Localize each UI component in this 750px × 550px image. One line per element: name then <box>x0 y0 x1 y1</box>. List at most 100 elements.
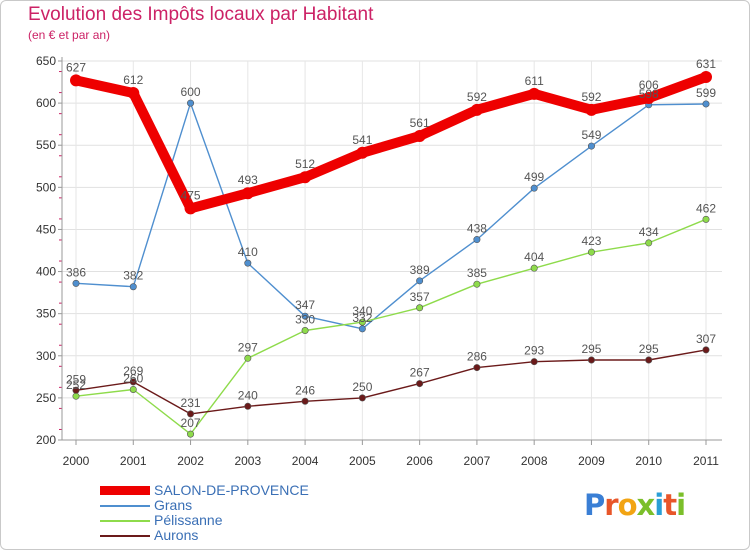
data-point <box>129 283 137 291</box>
proxiti-logo: Proxiti <box>584 488 686 522</box>
data-label: 541 <box>352 133 372 147</box>
data-label: 340 <box>352 304 372 318</box>
data-label: 493 <box>238 173 258 187</box>
y-tick-label: 400 <box>36 265 56 279</box>
y-tick-label: 250 <box>36 391 56 405</box>
data-point <box>413 129 426 142</box>
data-label: 246 <box>295 383 315 397</box>
data-point <box>702 346 710 354</box>
x-tick-label: 2010 <box>635 454 662 468</box>
data-point <box>473 364 481 372</box>
x-tick-label: 2003 <box>234 454 261 468</box>
data-point <box>70 74 82 87</box>
x-tick-label: 2002 <box>177 454 204 468</box>
chart-subtitle: (en € et par an) <box>28 28 111 42</box>
series-line <box>71 72 711 214</box>
data-point <box>530 184 538 192</box>
legend-swatch <box>100 535 150 537</box>
legend-swatch <box>100 520 150 522</box>
data-label: 297 <box>238 340 258 354</box>
data-label: 404 <box>524 250 544 264</box>
data-label: 295 <box>639 342 659 356</box>
data-point <box>702 100 710 108</box>
x-tick-label: 2001 <box>120 454 147 468</box>
y-tick-label: 500 <box>36 180 56 194</box>
data-label: 260 <box>123 371 143 385</box>
x-tick-label: 2005 <box>349 454 376 468</box>
data-label: 592 <box>467 90 487 104</box>
x-tick-label: 2011 <box>693 454 719 468</box>
y-tick-label: 550 <box>36 138 56 152</box>
data-point <box>72 392 80 400</box>
data-point <box>301 327 309 335</box>
data-label: 631 <box>696 57 716 71</box>
legend-label: Grans <box>154 497 193 513</box>
data-label: 423 <box>581 234 601 248</box>
data-point <box>244 354 252 362</box>
data-point <box>129 378 137 386</box>
data-point <box>587 142 595 150</box>
y-tick-label: 450 <box>36 222 56 236</box>
data-label: 382 <box>123 269 143 283</box>
data-point <box>530 264 538 272</box>
data-point <box>587 356 595 364</box>
data-point <box>645 356 653 364</box>
data-point <box>129 385 137 393</box>
data-point <box>587 248 595 256</box>
series-line <box>75 102 707 330</box>
legend-label: SALON-DE-PROVENCE <box>154 482 309 498</box>
y-tick-label: 650 <box>36 54 56 68</box>
data-point <box>700 71 712 84</box>
data-label: 240 <box>238 388 258 402</box>
data-point <box>72 279 80 287</box>
x-tick-label: 2007 <box>464 454 491 468</box>
data-label: 250 <box>352 380 372 394</box>
data-point <box>72 386 80 394</box>
data-label: 286 <box>467 350 487 364</box>
data-point <box>473 280 481 288</box>
data-label: 330 <box>295 313 315 327</box>
data-label: 385 <box>467 266 487 280</box>
y-tick-label: 300 <box>36 349 56 363</box>
data-point <box>642 92 655 105</box>
logo-letter: x <box>636 488 656 522</box>
data-label: 561 <box>410 116 430 130</box>
data-point <box>416 380 424 388</box>
data-label: 252 <box>66 378 86 392</box>
data-label: 598 <box>639 87 659 101</box>
logo-letter: P <box>584 488 605 522</box>
data-point <box>244 259 252 267</box>
data-label: 592 <box>581 90 601 104</box>
y-tick-label: 200 <box>36 433 56 447</box>
data-label: 293 <box>524 344 544 358</box>
chart-title: Evolution des Impôts locaux par Habitant <box>28 4 374 25</box>
logo-letter: i <box>654 488 664 522</box>
data-label: 332 <box>352 311 372 325</box>
data-label: 231 <box>181 396 201 410</box>
data-point <box>358 318 366 326</box>
data-point <box>416 304 424 312</box>
logo-letter: o <box>617 488 638 522</box>
x-tick-label: 2009 <box>578 454 605 468</box>
x-tick-label: 2006 <box>406 454 433 468</box>
data-label: 438 <box>467 222 487 236</box>
data-point <box>528 87 541 100</box>
legend-label: Pélissanne <box>154 512 223 528</box>
data-label: 259 <box>66 372 86 386</box>
data-point <box>356 146 369 159</box>
series-line <box>75 349 707 415</box>
x-tick-label: 2004 <box>292 454 319 468</box>
data-point <box>244 402 252 410</box>
data-label: 499 <box>524 170 544 184</box>
data-label: 606 <box>639 78 659 92</box>
data-point <box>645 239 653 247</box>
data-point <box>187 430 195 438</box>
data-point <box>358 325 366 333</box>
data-point <box>702 215 710 223</box>
data-label: 599 <box>696 86 716 100</box>
data-label: 357 <box>410 290 430 304</box>
data-label: 462 <box>696 201 716 215</box>
data-label: 207 <box>181 416 201 430</box>
data-label: 512 <box>295 157 315 171</box>
data-label: 475 <box>181 188 201 202</box>
